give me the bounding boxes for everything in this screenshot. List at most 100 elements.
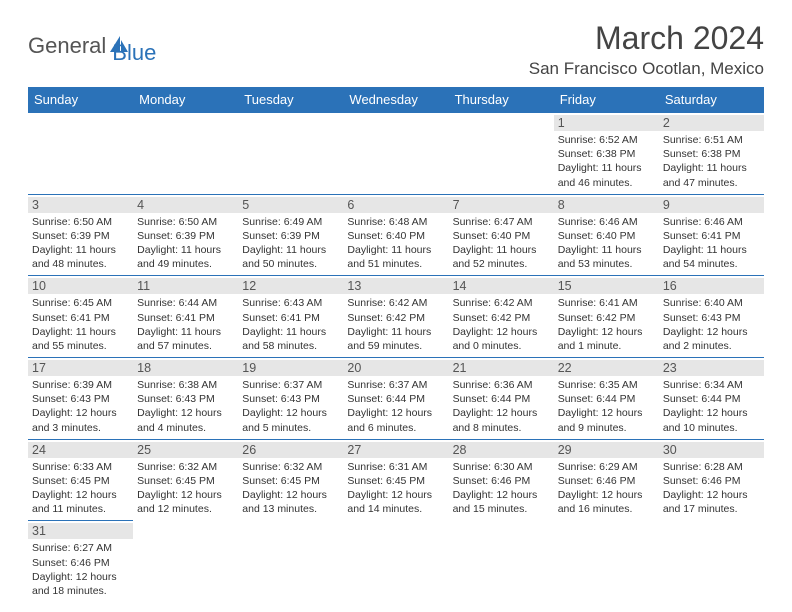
day-cell: 15Sunrise: 6:41 AMSunset: 6:42 PMDayligh… bbox=[554, 276, 659, 358]
day-cell bbox=[238, 521, 343, 602]
day-number: 23 bbox=[659, 360, 764, 376]
day-header: Tuesday bbox=[238, 87, 343, 113]
day-details: Sunrise: 6:33 AMSunset: 6:45 PMDaylight:… bbox=[32, 460, 129, 517]
day-details: Sunrise: 6:39 AMSunset: 6:43 PMDaylight:… bbox=[32, 378, 129, 435]
day-cell: 31 Sunrise: 6:27 AMSunset: 6:46 PMDayligh… bbox=[28, 521, 133, 602]
day-cell: 28Sunrise: 6:30 AMSunset: 6:46 PMDayligh… bbox=[449, 439, 554, 521]
day-cell bbox=[28, 113, 133, 195]
day-details: Sunrise: 6:42 AMSunset: 6:42 PMDaylight:… bbox=[347, 296, 444, 353]
day-details: Sunrise: 6:34 AMSunset: 6:44 PMDaylight:… bbox=[663, 378, 760, 435]
day-number: 29 bbox=[554, 442, 659, 458]
day-header: Wednesday bbox=[343, 87, 448, 113]
day-details: Sunrise: 6:40 AMSunset: 6:43 PMDaylight:… bbox=[663, 296, 760, 353]
week-row: 24Sunrise: 6:33 AMSunset: 6:45 PMDayligh… bbox=[28, 439, 764, 521]
day-number: 25 bbox=[133, 442, 238, 458]
day-cell: 26 Sunrise: 6:32 AMSunset: 6:45 PMDayligh… bbox=[238, 439, 343, 521]
day-cell: 11Sunrise: 6:44 AMSunset: 6:41 PMDayligh… bbox=[133, 276, 238, 358]
day-details: Sunrise: 6:46 AMSunset: 6:41 PMDaylight:… bbox=[663, 215, 760, 272]
day-number: 8 bbox=[554, 197, 659, 213]
day-details: Sunrise: 6:52 AMSunset: 6:38 PMDaylight:… bbox=[558, 133, 655, 190]
logo-text-b: Blue bbox=[112, 40, 156, 65]
week-row: 17 Sunrise: 6:39 AMSunset: 6:43 PMDayligh… bbox=[28, 358, 764, 440]
day-details: Sunrise: 6:42 AMSunset: 6:42 PMDaylight:… bbox=[453, 296, 550, 353]
day-cell: 1 Sunrise: 6:52 AMSunset: 6:38 PMDaylight… bbox=[554, 113, 659, 195]
day-details: Sunrise: 6:50 AMSunset: 6:39 PMDaylight:… bbox=[32, 215, 129, 272]
day-cell bbox=[133, 113, 238, 195]
header: General Blue March 2024 San Francisco Oc… bbox=[28, 20, 764, 79]
day-cell bbox=[554, 521, 659, 602]
day-cell bbox=[238, 113, 343, 195]
day-number: 27 bbox=[343, 442, 448, 458]
day-number: 13 bbox=[343, 278, 448, 294]
day-number: 1 bbox=[554, 115, 659, 131]
day-cell: 9 Sunrise: 6:46 AMSunset: 6:41 PMDaylight… bbox=[659, 194, 764, 276]
day-number: 9 bbox=[659, 197, 764, 213]
day-number: 20 bbox=[343, 360, 448, 376]
day-cell bbox=[343, 521, 448, 602]
title-block: March 2024 San Francisco Ocotlan, Mexico bbox=[529, 20, 764, 79]
day-cell: 6Sunrise: 6:48 AMSunset: 6:40 PMDaylight… bbox=[343, 194, 448, 276]
day-details: Sunrise: 6:35 AMSunset: 6:44 PMDaylight:… bbox=[558, 378, 655, 435]
day-cell bbox=[343, 113, 448, 195]
day-cell: 21 Sunrise: 6:36 AMSunset: 6:44 PMDayligh… bbox=[449, 358, 554, 440]
day-cell: 18Sunrise: 6:38 AMSunset: 6:43 PMDayligh… bbox=[133, 358, 238, 440]
day-cell: 14 Sunrise: 6:42 AMSunset: 6:42 PMDayligh… bbox=[449, 276, 554, 358]
day-details: Sunrise: 6:29 AMSunset: 6:46 PMDaylight:… bbox=[558, 460, 655, 517]
day-cell: 8Sunrise: 6:46 AMSunset: 6:40 PMDaylight… bbox=[554, 194, 659, 276]
day-cell: 17 Sunrise: 6:39 AMSunset: 6:43 PMDayligh… bbox=[28, 358, 133, 440]
day-details: Sunrise: 6:36 AMSunset: 6:44 PMDaylight:… bbox=[453, 378, 550, 435]
day-cell: 10 Sunrise: 6:45 AMSunset: 6:41 PMDayligh… bbox=[28, 276, 133, 358]
day-cell: 19Sunrise: 6:37 AMSunset: 6:43 PMDayligh… bbox=[238, 358, 343, 440]
day-cell: 2 Sunrise: 6:51 AMSunset: 6:38 PMDaylight… bbox=[659, 113, 764, 195]
day-number: 26 bbox=[238, 442, 343, 458]
day-number: 14 bbox=[449, 278, 554, 294]
day-cell: 5 Sunrise: 6:49 AMSunset: 6:39 PMDaylight… bbox=[238, 194, 343, 276]
day-cell: 25Sunrise: 6:32 AMSunset: 6:45 PMDayligh… bbox=[133, 439, 238, 521]
day-number: 28 bbox=[449, 442, 554, 458]
day-details: Sunrise: 6:45 AMSunset: 6:41 PMDaylight:… bbox=[32, 296, 129, 353]
day-header-row: SundayMondayTuesdayWednesdayThursdayFrid… bbox=[28, 87, 764, 113]
day-cell: 27Sunrise: 6:31 AMSunset: 6:45 PMDayligh… bbox=[343, 439, 448, 521]
day-cell: 30Sunrise: 6:28 AMSunset: 6:46 PMDayligh… bbox=[659, 439, 764, 521]
day-number: 16 bbox=[659, 278, 764, 294]
day-details: Sunrise: 6:50 AMSunset: 6:39 PMDaylight:… bbox=[137, 215, 234, 272]
day-details: Sunrise: 6:28 AMSunset: 6:46 PMDaylight:… bbox=[663, 460, 760, 517]
day-header: Thursday bbox=[449, 87, 554, 113]
day-number: 2 bbox=[659, 115, 764, 131]
calendar-table: SundayMondayTuesdayWednesdayThursdayFrid… bbox=[28, 87, 764, 602]
day-header: Friday bbox=[554, 87, 659, 113]
day-cell bbox=[659, 521, 764, 602]
day-cell bbox=[449, 113, 554, 195]
day-details: Sunrise: 6:37 AMSunset: 6:44 PMDaylight:… bbox=[347, 378, 444, 435]
day-cell: 7Sunrise: 6:47 AMSunset: 6:40 PMDaylight… bbox=[449, 194, 554, 276]
day-cell: 29 Sunrise: 6:29 AMSunset: 6:46 PMDayligh… bbox=[554, 439, 659, 521]
logo: General Blue bbox=[28, 26, 156, 66]
day-details: Sunrise: 6:49 AMSunset: 6:39 PMDaylight:… bbox=[242, 215, 339, 272]
day-number: 10 bbox=[28, 278, 133, 294]
day-cell: 3 Sunrise: 6:50 AMSunset: 6:39 PMDaylight… bbox=[28, 194, 133, 276]
day-number: 3 bbox=[28, 197, 133, 213]
day-details: Sunrise: 6:38 AMSunset: 6:43 PMDaylight:… bbox=[137, 378, 234, 435]
week-row: 31 Sunrise: 6:27 AMSunset: 6:46 PMDayligh… bbox=[28, 521, 764, 602]
day-header: Saturday bbox=[659, 87, 764, 113]
day-number: 21 bbox=[449, 360, 554, 376]
day-number: 7 bbox=[449, 197, 554, 213]
day-cell: 22 Sunrise: 6:35 AMSunset: 6:44 PMDayligh… bbox=[554, 358, 659, 440]
location: San Francisco Ocotlan, Mexico bbox=[529, 59, 764, 79]
day-number: 22 bbox=[554, 360, 659, 376]
day-number: 15 bbox=[554, 278, 659, 294]
day-details: Sunrise: 6:27 AMSunset: 6:46 PMDaylight:… bbox=[32, 541, 129, 598]
day-details: Sunrise: 6:51 AMSunset: 6:38 PMDaylight:… bbox=[663, 133, 760, 190]
day-number: 5 bbox=[238, 197, 343, 213]
day-number: 12 bbox=[238, 278, 343, 294]
day-details: Sunrise: 6:32 AMSunset: 6:45 PMDaylight:… bbox=[242, 460, 339, 517]
day-number: 17 bbox=[28, 360, 133, 376]
day-cell: 16 Sunrise: 6:40 AMSunset: 6:43 PMDayligh… bbox=[659, 276, 764, 358]
day-number: 31 bbox=[28, 523, 133, 539]
week-row: 1 Sunrise: 6:52 AMSunset: 6:38 PMDaylight… bbox=[28, 113, 764, 195]
day-cell bbox=[133, 521, 238, 602]
day-cell: 4Sunrise: 6:50 AMSunset: 6:39 PMDaylight… bbox=[133, 194, 238, 276]
day-cell: 13 Sunrise: 6:42 AMSunset: 6:42 PMDayligh… bbox=[343, 276, 448, 358]
day-details: Sunrise: 6:37 AMSunset: 6:43 PMDaylight:… bbox=[242, 378, 339, 435]
logo-text-a: General bbox=[28, 33, 106, 59]
